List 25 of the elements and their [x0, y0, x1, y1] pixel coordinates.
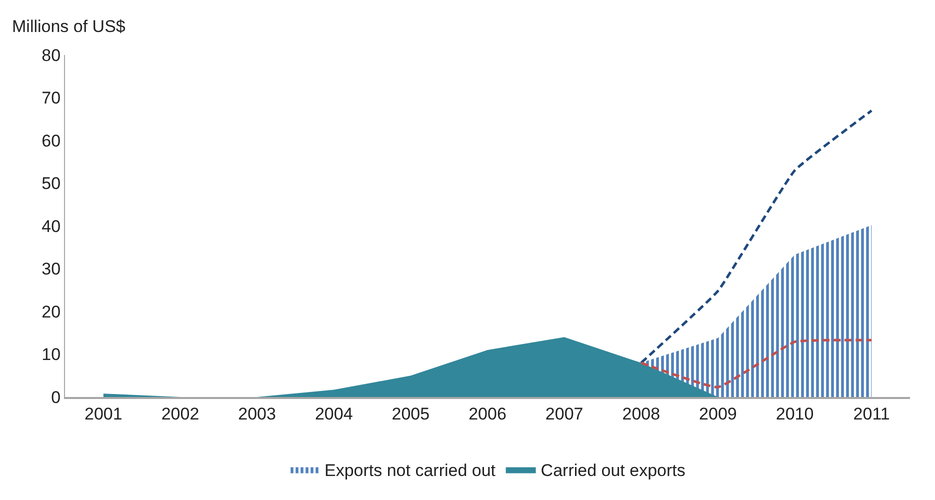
x-tick-label: 2006: [468, 404, 506, 424]
x-tick-label: 2010: [776, 404, 814, 424]
y-tick-label: 10: [42, 345, 61, 364]
legend-label: Carried out exports: [540, 460, 686, 480]
y-tick-label: 0: [51, 388, 61, 407]
y-tick-label: 30: [42, 260, 61, 279]
y-tick-label: 80: [42, 46, 61, 65]
x-tick-label: 2011: [853, 404, 890, 424]
x-tick-label: 2009: [699, 404, 737, 424]
y-tick-label: 60: [42, 131, 61, 150]
x-tick-label: 2004: [314, 404, 353, 424]
y-axis-title: Millions of US$: [12, 17, 126, 36]
legend-label: Exports not carried out: [324, 460, 496, 480]
x-tick-label: 2002: [161, 404, 200, 424]
x-tick-label: 2008: [622, 404, 660, 424]
y-tick-label: 20: [42, 302, 61, 322]
y-tick-label: 70: [42, 88, 61, 108]
x-tick-label: 2003: [238, 404, 276, 424]
y-tick-label: 40: [42, 216, 61, 236]
line-series: [640, 338, 873, 388]
x-tick-label: 2007: [545, 404, 584, 424]
x-tick-label: 2005: [392, 404, 430, 424]
x-tick-label: 2001: [84, 404, 122, 424]
y-tick-label: 50: [42, 174, 61, 194]
line-series: [640, 109, 873, 364]
